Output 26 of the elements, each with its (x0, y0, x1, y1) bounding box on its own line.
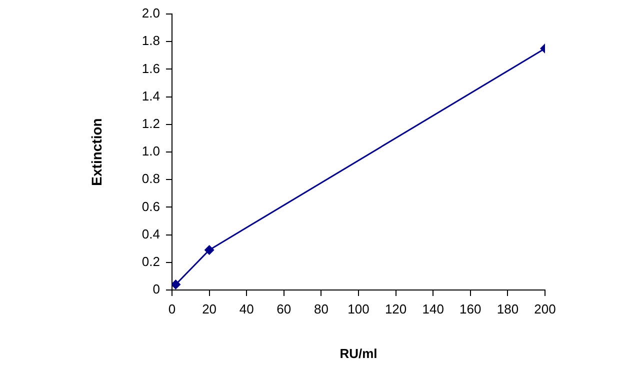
x-tick-label: 120 (384, 301, 407, 316)
y-tick-label: 1.0 (142, 144, 160, 159)
y-tick-label: 0.2 (142, 254, 160, 269)
x-tick-label: 200 (534, 301, 556, 316)
y-tick-label: 1.2 (142, 116, 160, 131)
y-tick-label: 0.4 (142, 226, 160, 242)
x-tick-label: 80 (314, 301, 328, 316)
x-tick-label: 60 (276, 301, 292, 316)
y-tick-label: 0.6 (142, 198, 160, 214)
point (204, 244, 214, 255)
x-tick-label: 0 (168, 301, 176, 316)
x-tick-label: 100 (348, 301, 370, 316)
y-tick-label: 0 (152, 282, 160, 297)
y-tick-label: 2.0 (142, 6, 160, 21)
x-tick-label: 40 (239, 301, 254, 316)
x-tick-label: 160 (460, 301, 482, 316)
x-tick-label: 140 (422, 301, 444, 316)
y-tick-label: 0.8 (142, 171, 160, 186)
x-tick-label: 180 (496, 301, 519, 316)
x-axis-title: RU/ml (340, 346, 378, 361)
point (172, 279, 181, 290)
y-tick-label: 1.4 (142, 88, 160, 104)
y-tick-label: 1.6 (142, 60, 160, 76)
x-tick-label: 20 (202, 301, 217, 316)
y-axis-title: Extinction (88, 118, 104, 186)
y-tick-label: 1.8 (142, 33, 160, 48)
